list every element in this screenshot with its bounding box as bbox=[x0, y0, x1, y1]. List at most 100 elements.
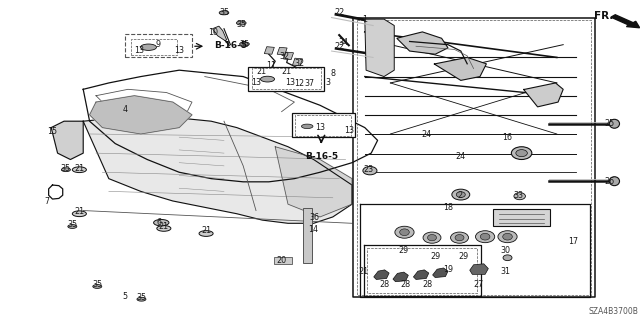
Ellipse shape bbox=[452, 189, 470, 200]
Text: 3: 3 bbox=[326, 78, 331, 87]
Text: 22: 22 bbox=[334, 8, 344, 17]
Text: 32: 32 bbox=[294, 59, 305, 68]
Text: 29: 29 bbox=[458, 252, 468, 261]
Text: B-16-5: B-16-5 bbox=[214, 41, 248, 50]
Polygon shape bbox=[212, 26, 227, 41]
Text: 21: 21 bbox=[358, 267, 369, 276]
Text: 26: 26 bbox=[604, 177, 614, 186]
Ellipse shape bbox=[503, 234, 513, 240]
Text: 24: 24 bbox=[456, 152, 466, 161]
Ellipse shape bbox=[516, 150, 527, 157]
Text: 13: 13 bbox=[285, 78, 296, 87]
Text: 28: 28 bbox=[401, 280, 411, 289]
Text: 6: 6 bbox=[156, 218, 161, 227]
Polygon shape bbox=[275, 147, 352, 217]
Bar bbox=[284, 52, 294, 60]
Text: FR.: FR. bbox=[594, 11, 613, 21]
Text: 31: 31 bbox=[500, 267, 511, 276]
Polygon shape bbox=[83, 118, 352, 223]
Text: 18: 18 bbox=[443, 204, 453, 212]
Text: 21: 21 bbox=[74, 207, 84, 216]
Text: 35: 35 bbox=[219, 8, 229, 17]
Text: 10: 10 bbox=[208, 28, 218, 37]
Text: 1: 1 bbox=[362, 15, 367, 24]
Ellipse shape bbox=[219, 11, 229, 15]
FancyBboxPatch shape bbox=[248, 67, 324, 91]
Ellipse shape bbox=[609, 177, 620, 186]
Ellipse shape bbox=[137, 297, 146, 301]
Text: 36: 36 bbox=[309, 213, 319, 222]
Text: 12: 12 bbox=[294, 79, 305, 88]
Text: 2: 2 bbox=[457, 191, 462, 200]
Polygon shape bbox=[433, 268, 448, 278]
Text: 35: 35 bbox=[61, 164, 71, 173]
Bar bbox=[274, 257, 292, 264]
Text: 25: 25 bbox=[604, 119, 614, 128]
Text: 21: 21 bbox=[256, 67, 266, 76]
Ellipse shape bbox=[301, 124, 313, 129]
Text: 21: 21 bbox=[74, 164, 84, 173]
Polygon shape bbox=[493, 209, 550, 226]
Text: 20: 20 bbox=[276, 256, 287, 265]
Ellipse shape bbox=[456, 192, 465, 197]
Polygon shape bbox=[393, 272, 408, 282]
Polygon shape bbox=[470, 264, 488, 274]
Text: 35: 35 bbox=[239, 40, 250, 48]
Text: 16: 16 bbox=[502, 133, 513, 142]
Text: 5: 5 bbox=[122, 292, 127, 300]
FancyArrow shape bbox=[611, 15, 639, 28]
Bar bbox=[292, 58, 303, 66]
Polygon shape bbox=[51, 121, 83, 160]
Text: 35: 35 bbox=[136, 293, 147, 302]
Text: 8: 8 bbox=[330, 69, 335, 78]
Text: 37: 37 bbox=[305, 79, 315, 88]
Ellipse shape bbox=[476, 231, 495, 243]
Polygon shape bbox=[524, 83, 563, 107]
Text: 29: 29 bbox=[398, 246, 408, 255]
Text: 13: 13 bbox=[174, 46, 184, 55]
Text: 19: 19 bbox=[443, 265, 453, 274]
Polygon shape bbox=[365, 19, 394, 77]
Ellipse shape bbox=[141, 44, 157, 50]
Ellipse shape bbox=[157, 226, 171, 231]
Ellipse shape bbox=[455, 234, 464, 241]
Text: 28: 28 bbox=[379, 280, 389, 289]
Ellipse shape bbox=[609, 119, 620, 128]
Ellipse shape bbox=[480, 234, 490, 240]
Text: 30: 30 bbox=[500, 246, 511, 255]
Ellipse shape bbox=[503, 255, 512, 261]
Text: 4: 4 bbox=[122, 105, 127, 114]
Ellipse shape bbox=[68, 225, 77, 228]
Text: 13: 13 bbox=[134, 46, 145, 55]
Text: 22: 22 bbox=[334, 42, 344, 51]
Text: 13: 13 bbox=[344, 126, 354, 135]
Text: 35: 35 bbox=[67, 220, 77, 229]
Polygon shape bbox=[434, 57, 486, 80]
Polygon shape bbox=[397, 32, 448, 54]
Ellipse shape bbox=[514, 193, 525, 200]
Ellipse shape bbox=[399, 229, 410, 235]
FancyBboxPatch shape bbox=[292, 113, 355, 137]
Polygon shape bbox=[374, 270, 389, 279]
Text: 21: 21 bbox=[201, 226, 211, 235]
Text: 7: 7 bbox=[45, 197, 50, 206]
Polygon shape bbox=[90, 96, 192, 134]
Ellipse shape bbox=[363, 167, 377, 175]
Text: B-16-5: B-16-5 bbox=[305, 152, 338, 160]
Text: 17: 17 bbox=[568, 237, 578, 246]
Ellipse shape bbox=[451, 232, 468, 243]
Polygon shape bbox=[413, 270, 429, 279]
Text: 34: 34 bbox=[339, 38, 349, 47]
Ellipse shape bbox=[428, 234, 436, 241]
Text: 29: 29 bbox=[430, 252, 440, 261]
Text: 32: 32 bbox=[279, 52, 289, 61]
Text: 23: 23 bbox=[364, 165, 374, 174]
Ellipse shape bbox=[511, 147, 532, 160]
Text: 35: 35 bbox=[92, 280, 102, 289]
Ellipse shape bbox=[72, 167, 86, 173]
Text: 14: 14 bbox=[308, 225, 319, 234]
Text: 21: 21 bbox=[282, 67, 292, 76]
Ellipse shape bbox=[260, 76, 275, 82]
Ellipse shape bbox=[72, 211, 86, 217]
Ellipse shape bbox=[237, 21, 246, 25]
